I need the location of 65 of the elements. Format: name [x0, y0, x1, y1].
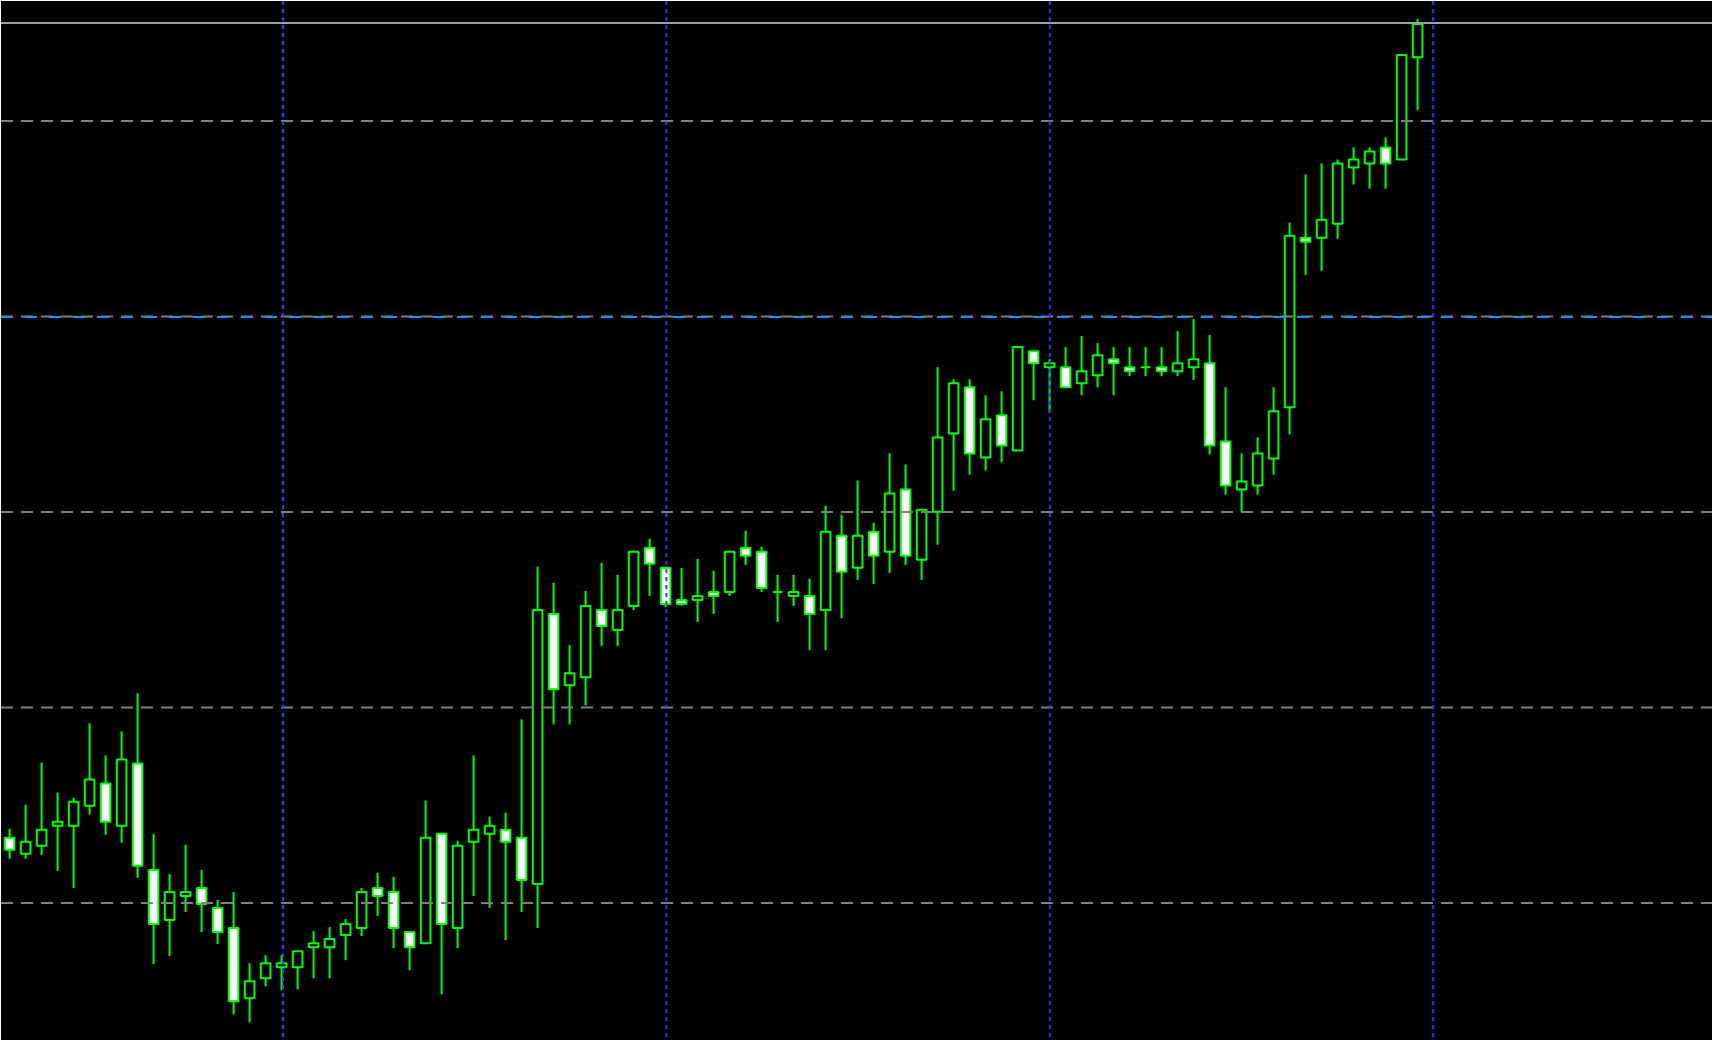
candlestick	[1379, 136, 1392, 190]
candlestick	[835, 513, 848, 620]
candlestick	[851, 479, 864, 581]
candlestick	[339, 918, 352, 962]
candlestick	[307, 930, 320, 980]
candlestick	[483, 815, 496, 910]
candlestick	[755, 545, 768, 593]
candlestick	[1363, 146, 1376, 190]
candlestick	[1347, 146, 1360, 186]
candlestick	[323, 926, 336, 980]
candlestick	[51, 791, 64, 872]
candlestick	[1251, 436, 1264, 496]
candlestick	[3, 827, 16, 860]
candlestick	[355, 886, 368, 938]
candlestick	[995, 390, 1008, 464]
candlestick	[675, 566, 688, 607]
candlestick	[563, 644, 576, 726]
candlestick	[515, 718, 528, 914]
candlestick	[1027, 350, 1040, 402]
candlestick	[179, 843, 192, 914]
candlestick	[1155, 346, 1168, 378]
candlestick	[771, 573, 784, 624]
candlestick	[867, 521, 880, 585]
candlestick	[1123, 346, 1136, 378]
candlestick	[259, 954, 272, 988]
candlestick	[723, 549, 736, 597]
candlestick	[979, 394, 992, 472]
candlestick	[1059, 346, 1072, 389]
candlestick	[291, 950, 304, 991]
candlestick	[1139, 346, 1152, 378]
candlestick	[371, 871, 384, 918]
candlestick	[99, 754, 112, 836]
candlestick	[467, 754, 480, 897]
candlestick	[1075, 335, 1088, 397]
candlestick	[1171, 330, 1184, 378]
candlestick	[1267, 386, 1280, 476]
candlestick	[195, 868, 208, 934]
candlestick	[1219, 386, 1232, 496]
candlestick	[19, 803, 32, 860]
candlestick	[1411, 18, 1424, 112]
candlestick	[243, 962, 256, 1024]
candlestick	[1315, 162, 1328, 272]
candlestick	[611, 573, 624, 648]
candlestick	[1299, 173, 1312, 276]
candlestick	[211, 898, 224, 946]
candlestick	[275, 954, 288, 992]
candlestick	[403, 931, 416, 972]
candlestick	[67, 796, 80, 889]
candlestick	[803, 577, 816, 652]
candlestick	[387, 875, 400, 950]
candlestick	[499, 811, 512, 942]
candlestick	[707, 569, 720, 616]
candlestick	[1091, 342, 1104, 389]
candlestick	[595, 561, 608, 648]
candlestick	[1187, 318, 1200, 382]
candlestick	[787, 573, 800, 607]
candlestick	[163, 872, 176, 958]
candlestick	[691, 557, 704, 624]
candlestick	[1235, 452, 1248, 513]
candlestick	[1107, 346, 1120, 397]
candlestick	[739, 529, 752, 566]
candlestick	[643, 537, 656, 597]
candlestick	[1043, 358, 1056, 414]
candlestick	[35, 761, 48, 856]
candlestick	[83, 722, 96, 816]
